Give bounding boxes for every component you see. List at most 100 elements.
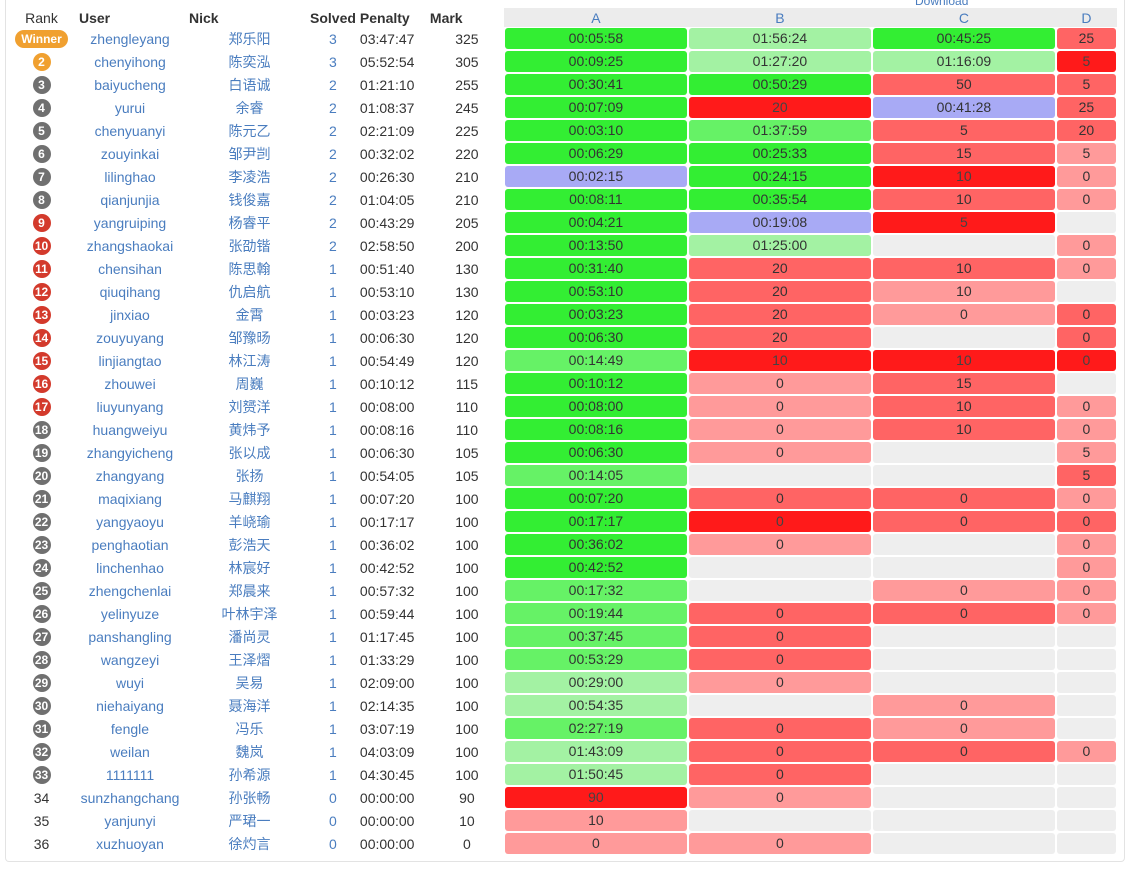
rank-header[interactable]: Rank xyxy=(25,9,58,26)
user-link[interactable]: zhouwei xyxy=(104,375,156,392)
user-link[interactable]: yurui xyxy=(114,99,146,116)
problem-d-cell: 25 xyxy=(1056,27,1117,50)
nick-link[interactable]: 黄炜予 xyxy=(228,421,271,438)
problem-c-cell: 0 xyxy=(872,303,1056,326)
user-link[interactable]: yangyaoyu xyxy=(96,513,164,530)
mark-header[interactable]: Mark xyxy=(429,9,463,26)
user-link[interactable]: linchenhao xyxy=(96,559,164,576)
penalty-header[interactable]: Penalty xyxy=(359,9,410,26)
problem-c-header[interactable]: C xyxy=(871,8,1056,27)
user-link[interactable]: maqixiang xyxy=(98,490,162,507)
user-link[interactable]: zhengchenlai xyxy=(88,582,172,599)
user-link[interactable]: xuzhuoyan xyxy=(96,835,164,852)
nick-link[interactable]: 邹豫旸 xyxy=(228,329,271,346)
nick-link[interactable]: 王泽熠 xyxy=(228,651,271,668)
user-link[interactable]: sunzhangchang xyxy=(80,789,180,806)
nick-link[interactable]: 刘赟洋 xyxy=(228,398,271,415)
solved-count: 2 xyxy=(329,76,337,93)
mark-value: 120 xyxy=(455,306,479,323)
problem-d-cell xyxy=(1056,763,1117,786)
nick-link[interactable]: 孙希源 xyxy=(228,766,271,783)
nick-header[interactable]: Nick xyxy=(189,9,219,26)
problem-status xyxy=(872,649,1055,670)
user-link[interactable]: zhengleyang xyxy=(90,30,170,47)
problem-b-header[interactable]: B xyxy=(687,8,872,27)
nick-link[interactable]: 羊峣瑜 xyxy=(228,513,271,530)
nick-link[interactable]: 孙张畅 xyxy=(228,789,271,806)
user-link[interactable]: chensihan xyxy=(98,260,162,277)
user-link[interactable]: qiuqihang xyxy=(99,283,161,300)
nick-link[interactable]: 魏岚 xyxy=(235,743,264,760)
nick-link[interactable]: 叶林宇泽 xyxy=(221,605,278,622)
user-link[interactable]: huangweiyu xyxy=(92,421,168,438)
table-row: 19 zhangyicheng 张以成 1 00:06:30 105 00:06:30 0 5 xyxy=(12,441,1117,464)
nick-link[interactable]: 邹尹剀 xyxy=(228,145,271,162)
user-link[interactable]: yanjunyi xyxy=(104,812,156,829)
nick-link[interactable]: 林宸好 xyxy=(228,559,271,576)
user-link[interactable]: linjiangtao xyxy=(98,352,162,369)
nick-link[interactable]: 张劭锴 xyxy=(228,237,271,254)
user-link[interactable]: lilinghao xyxy=(104,168,156,185)
user-link[interactable]: zouyinkai xyxy=(100,145,160,162)
problem-a-header[interactable]: A xyxy=(503,8,688,27)
user-link[interactable]: baiyucheng xyxy=(94,76,166,93)
problem-status: 0 xyxy=(688,373,871,394)
nick-link[interactable]: 彭浩天 xyxy=(228,536,271,553)
user-link[interactable]: panshangling xyxy=(88,628,172,645)
user-header[interactable]: User xyxy=(79,9,111,26)
problem-status xyxy=(1056,626,1116,647)
user-link[interactable]: wangzeyi xyxy=(100,651,160,668)
user-link[interactable]: zhangyang xyxy=(95,467,165,484)
user-link[interactable]: jinxiao xyxy=(110,306,150,323)
nick-link[interactable]: 陈思翰 xyxy=(228,260,271,277)
user-link[interactable]: chenyuanyi xyxy=(94,122,166,139)
user-link[interactable]: fengle xyxy=(110,720,150,737)
problem-status: 00:19:08 xyxy=(688,212,871,233)
user-link[interactable]: penghaotian xyxy=(91,536,169,553)
problem-status xyxy=(688,580,871,601)
user-link[interactable]: liuyunyang xyxy=(96,398,164,415)
solved-count: 1 xyxy=(329,559,337,576)
nick-link[interactable]: 徐灼言 xyxy=(228,835,271,852)
nick-link[interactable]: 吴易 xyxy=(235,674,264,691)
user-link[interactable]: yelinyuze xyxy=(100,605,160,622)
user-link[interactable]: zhangshaokai xyxy=(86,237,174,254)
nick-link[interactable]: 仇启航 xyxy=(228,283,271,300)
nick-link[interactable]: 周巍 xyxy=(235,375,264,392)
user-link[interactable]: qianjunjia xyxy=(100,191,160,208)
problem-d-cell xyxy=(1056,832,1117,855)
problem-status: 00:54:35 xyxy=(504,695,687,716)
nick-link[interactable]: 陈奕泓 xyxy=(228,53,271,70)
user-link[interactable]: niehaiyang xyxy=(96,697,164,714)
user-link[interactable]: yangruiping xyxy=(93,214,167,231)
nick-link[interactable]: 潘尚灵 xyxy=(228,628,271,645)
nick-link[interactable]: 冯乐 xyxy=(235,720,264,737)
user-link[interactable]: wuyi xyxy=(115,674,144,691)
nick-link[interactable]: 杨睿平 xyxy=(228,214,271,231)
user-link[interactable]: weilan xyxy=(110,743,150,760)
solved-header[interactable]: Solved xyxy=(310,9,356,26)
mark-value: 100 xyxy=(455,582,479,599)
problem-a-cell: 00:17:17 xyxy=(504,510,688,533)
nick-link[interactable]: 金霄 xyxy=(235,306,264,323)
nick-link[interactable]: 林江涛 xyxy=(228,352,271,369)
nick-link[interactable]: 白语诚 xyxy=(228,76,271,93)
nick-link[interactable]: 李凌浩 xyxy=(228,168,271,185)
problem-d-header[interactable]: D xyxy=(1055,8,1117,27)
nick-link[interactable]: 马麒翔 xyxy=(228,490,271,507)
user-link[interactable]: 1111111 xyxy=(105,766,155,783)
user-link[interactable]: zouyuyang xyxy=(96,329,164,346)
user-link[interactable]: zhangyicheng xyxy=(86,444,174,461)
download-link[interactable]: Download xyxy=(915,0,969,8)
nick-link[interactable]: 聂海洋 xyxy=(228,697,271,714)
nick-link[interactable]: 钱俊嘉 xyxy=(228,191,271,208)
nick-link[interactable]: 余睿 xyxy=(235,99,264,116)
nick-link[interactable]: 张扬 xyxy=(235,467,264,484)
problem-status: 00:13:50 xyxy=(504,235,687,256)
nick-link[interactable]: 陈元乙 xyxy=(228,122,271,139)
nick-link[interactable]: 严珺一 xyxy=(228,812,271,829)
nick-link[interactable]: 郑乐阳 xyxy=(228,30,271,47)
user-link[interactable]: chenyihong xyxy=(94,53,166,70)
nick-link[interactable]: 张以成 xyxy=(228,444,271,461)
nick-link[interactable]: 郑晨来 xyxy=(228,582,271,599)
